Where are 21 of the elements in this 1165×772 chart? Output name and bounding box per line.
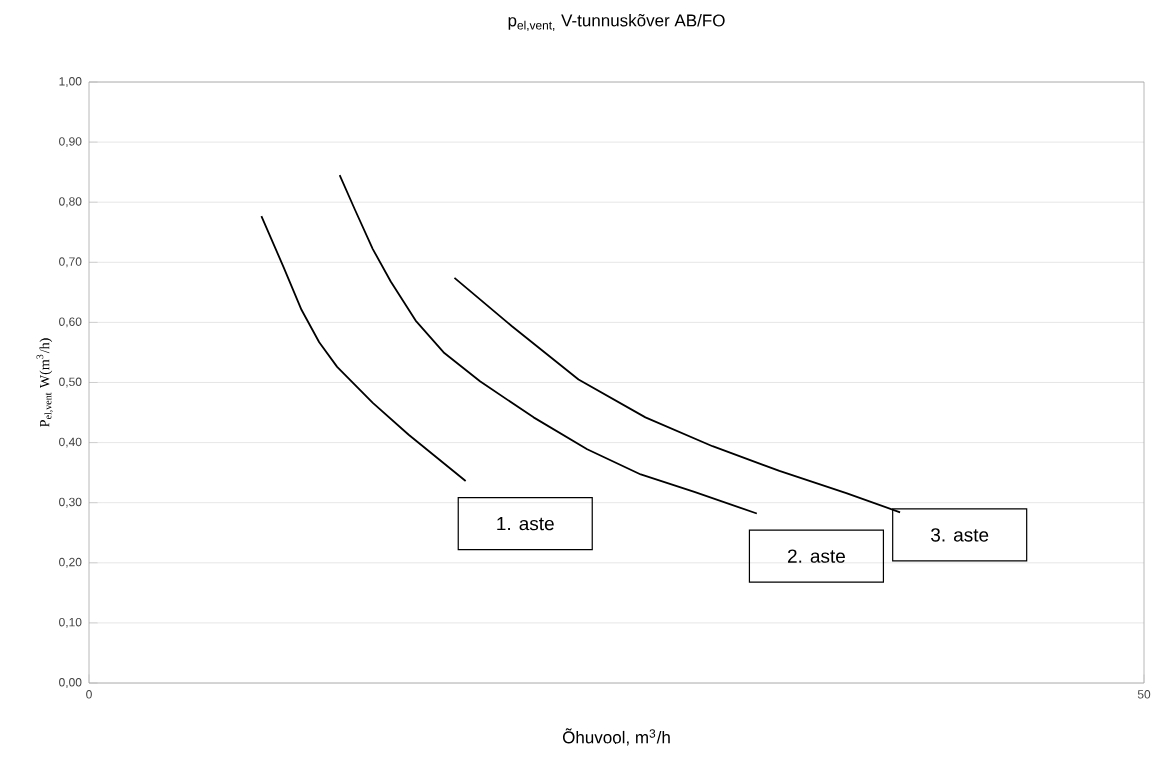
x-tick-label: 0 [86, 690, 92, 699]
y-tick-label: 1,00 [59, 77, 82, 87]
y-tick-label: 0,10 [59, 617, 82, 628]
y-tick-label: 0,40 [59, 437, 82, 448]
line-series [338, 174, 758, 515]
y-tick-label: 0,30 [59, 497, 82, 508]
x-tick-label: 50 [1137, 690, 1151, 699]
y-tick-label: 0,80 [59, 197, 82, 208]
annotation: 3. aste [931, 528, 989, 542]
y-tick-label: 0,00 [59, 678, 82, 688]
line-series [260, 215, 467, 482]
y-tick-label: 0,70 [59, 257, 82, 268]
y-tick-label: 0,20 [59, 557, 82, 568]
y-tick-label: 0,50 [59, 377, 82, 388]
y-axis-title: P$_{el,vent}$ W(m$^{3}$/h) [36, 338, 53, 427]
chart-title: p$_{el,vent,}$ V-tunnuskõver AB/FO [508, 13, 725, 31]
annotation: 1. aste [497, 517, 554, 531]
annotation: 2. aste [787, 549, 845, 563]
x-axis-title: Õhuvool, m$^{3}$/h [562, 728, 670, 746]
y-tick-label: 0,60 [59, 317, 82, 328]
y-tick-label: 0,90 [59, 137, 82, 148]
